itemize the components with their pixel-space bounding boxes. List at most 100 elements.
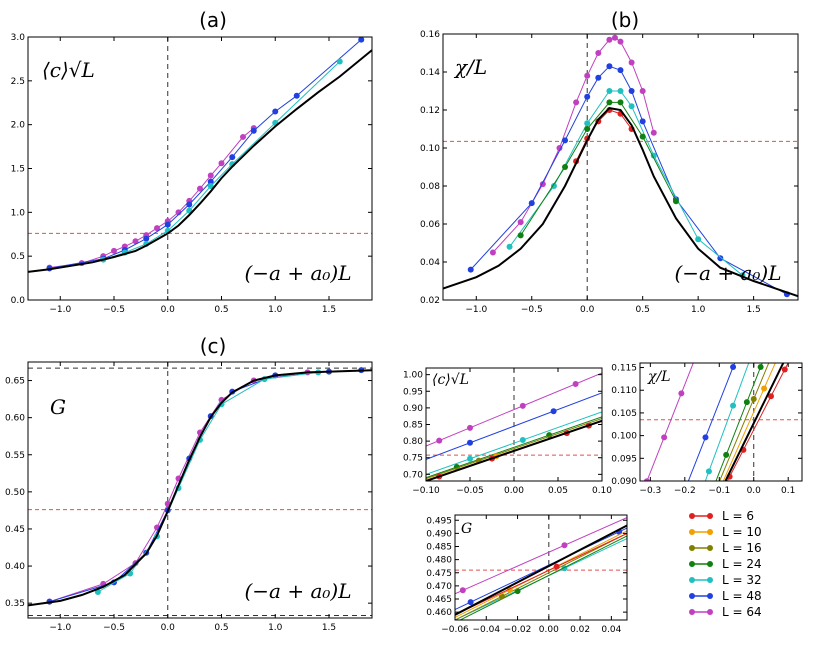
series-line-L64	[646, 363, 694, 481]
data-point	[617, 88, 624, 94]
x-tick-label: 0.0	[747, 486, 762, 496]
data-point	[628, 88, 635, 94]
x-tick-label: −0.10	[412, 486, 440, 496]
scaling-curve	[724, 363, 785, 481]
data-point	[467, 455, 473, 462]
y-tick-label: 0.08	[420, 182, 440, 192]
series-line-L48	[49, 39, 362, 269]
legend-item: L = 32	[689, 573, 762, 587]
data-point	[143, 235, 150, 242]
plot-content	[443, 34, 798, 300]
data-point	[467, 439, 473, 446]
x-tick-label: −1.0	[49, 623, 71, 633]
data-point	[639, 118, 646, 125]
data-point	[628, 103, 635, 110]
plot-area	[28, 362, 372, 618]
legend-label: L = 48	[722, 589, 762, 603]
data-point	[595, 50, 602, 56]
legend-swatch-marker	[689, 593, 695, 599]
y-tick-label: 0.16	[420, 30, 440, 40]
y-tick-label: 0.475	[426, 569, 452, 579]
series-line-L48	[470, 65, 788, 295]
y-tick-label: 0.35	[5, 599, 25, 609]
data-point	[606, 88, 613, 94]
data-point	[730, 363, 737, 370]
data-point	[489, 249, 496, 256]
plot-frame	[639, 362, 803, 482]
data-point	[467, 599, 474, 606]
legend-item: L = 24	[689, 557, 762, 571]
data-point	[606, 63, 613, 70]
ylabel: G	[461, 521, 472, 537]
x-tick-label: −0.05	[456, 486, 484, 496]
series-line-L16	[426, 418, 602, 480]
plot-frame	[454, 514, 628, 621]
y-tick-label: 0.110	[611, 386, 637, 396]
data-point	[723, 451, 730, 458]
data-point	[197, 185, 203, 192]
x-tick-label: 1.5	[322, 623, 336, 633]
legend-label: L = 32	[722, 573, 762, 587]
x-tick-label: −0.1	[708, 486, 730, 496]
plot-frame	[442, 33, 799, 301]
data-point	[572, 380, 579, 387]
x-tick-label: −0.06	[441, 625, 469, 635]
series-line-L16	[719, 363, 770, 481]
scaling-curve	[28, 49, 372, 273]
series-line-L48	[687, 363, 736, 481]
x-tick-label: 1.0	[691, 305, 706, 315]
x-tick-label: −0.5	[521, 305, 543, 315]
data-point	[207, 178, 214, 185]
data-point	[436, 437, 443, 444]
y-tick-label: 0.10	[420, 144, 440, 154]
x-tick-label: 0.02	[570, 625, 590, 635]
series-line-L16	[455, 532, 627, 620]
series-line-L32	[97, 371, 319, 593]
data-point	[743, 399, 750, 406]
data-point	[606, 99, 613, 106]
x-tick-label: 0.0	[580, 305, 595, 315]
title-c: (c)	[200, 334, 227, 358]
x-tick-label: 0.0	[161, 623, 176, 633]
legend: L = 6 L = 10 L = 16 L = 24 L = 32 L = 48 L = 6…	[689, 509, 762, 619]
data-point	[240, 133, 246, 140]
data-point	[154, 225, 160, 232]
legend-label: L = 16	[722, 541, 762, 555]
data-point	[550, 183, 557, 189]
y-tick-label: 0.465	[426, 595, 452, 605]
x-tick-label: 0.10	[592, 486, 612, 496]
y-tick-label: 0.50	[5, 488, 25, 498]
plot-area	[443, 34, 798, 300]
legend-label: L = 10	[722, 525, 762, 539]
legend-item: L = 48	[689, 589, 762, 603]
y-tick-label: 0.490	[426, 529, 452, 539]
data-point	[459, 587, 466, 594]
y-tick-label: 2.5	[11, 77, 25, 87]
data-point	[584, 120, 591, 127]
x-tick-label: 0.5	[636, 305, 650, 315]
series-line-L6	[455, 532, 627, 616]
y-tick-label: 1.0	[11, 208, 26, 218]
y-tick-label: 0.0	[11, 296, 26, 306]
data-point	[767, 393, 774, 400]
data-point	[781, 366, 788, 373]
legend-swatch-marker	[689, 513, 695, 519]
plot-content	[640, 363, 802, 481]
y-tick-label: 0.75	[403, 454, 423, 464]
legend-swatch-marker	[689, 545, 695, 551]
xlabel: (−a + a₀)L	[675, 261, 782, 285]
y-tick-label: 0.95	[403, 387, 423, 397]
plot-content	[426, 368, 602, 481]
xlabel: (−a + a₀)L	[245, 579, 352, 603]
y-tick-label: 0.90	[403, 404, 423, 414]
data-point	[672, 198, 679, 205]
series-line-L48	[426, 392, 602, 460]
y-tick-label: 0.45	[5, 525, 25, 535]
scaling-curve	[28, 369, 372, 607]
panel-inset-chi: −0.3 −0.2 −0.1 0.0 0.1 0.090 0.095 0.100 0.105 0.…	[611, 362, 803, 496]
panel-a: −1.0 −0.5 0.0 0.5 1.0 1.5 0.0 0.5 1.0 1.5 2.0 2.5 3.…	[11, 33, 373, 315]
data-point	[336, 58, 343, 65]
y-tick-label: 0.14	[420, 68, 440, 78]
data-point	[207, 172, 214, 179]
